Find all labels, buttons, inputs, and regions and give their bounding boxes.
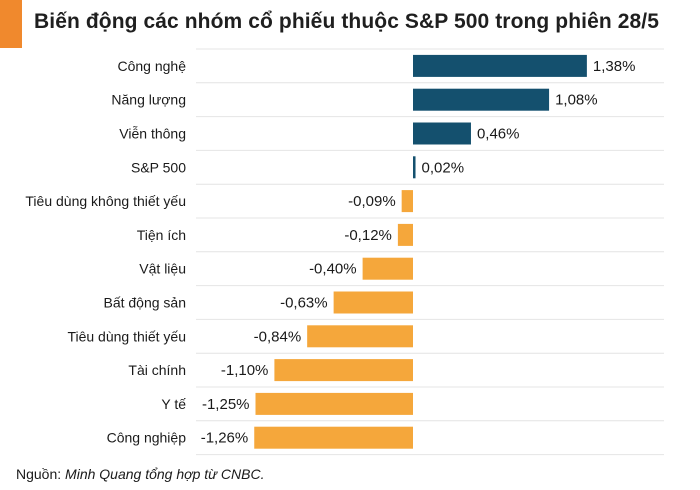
category-label: Tiêu dùng thiết yếu <box>67 328 186 344</box>
category-label: Tài chính <box>128 362 186 378</box>
data-label: -0,84% <box>254 328 302 345</box>
source-note: Nguồn: Minh Quang tổng hợp từ CNBC. <box>16 466 264 482</box>
bar <box>307 325 413 348</box>
data-label: -1,25% <box>202 396 250 413</box>
source-text: Minh Quang tổng hợp từ CNBC. <box>65 466 265 482</box>
data-label: -0,12% <box>344 227 392 244</box>
data-label: -0,40% <box>309 261 357 278</box>
bar <box>254 426 413 449</box>
category-label: Bất động sản <box>103 295 186 311</box>
category-label: Tiêu dùng không thiết yếu <box>25 193 186 209</box>
category-label: Năng lượng <box>111 92 186 108</box>
data-label: 0,46% <box>477 126 520 143</box>
bar <box>274 359 413 382</box>
data-label: 1,08% <box>555 92 598 109</box>
category-label: Y tế <box>161 396 186 412</box>
category-label: Công nghệ <box>117 58 186 74</box>
bar <box>397 223 413 246</box>
data-label: -1,10% <box>221 362 269 379</box>
category-label: Công nghiệp <box>107 430 187 446</box>
data-label: 1,38% <box>593 58 636 75</box>
data-label: -1,26% <box>201 430 249 447</box>
accent-block <box>0 0 22 48</box>
category-label: Tiện ích <box>137 227 186 243</box>
bar <box>413 156 416 179</box>
data-label: -0,09% <box>348 193 396 210</box>
bar <box>255 392 413 415</box>
chart-title: Biến động các nhóm cổ phiếu thuộc S&P 50… <box>34 10 660 33</box>
category-label: Vật liệu <box>139 261 186 277</box>
bar <box>413 122 471 145</box>
data-label: -0,63% <box>280 295 328 312</box>
bar <box>401 190 413 213</box>
category-label: Viễn thông <box>119 126 186 142</box>
bar <box>413 88 550 111</box>
bar <box>333 291 413 314</box>
source-prefix: Nguồn: <box>16 466 66 482</box>
data-label: 0,02% <box>422 159 465 176</box>
bar <box>362 257 413 280</box>
category-label: S&P 500 <box>131 159 186 175</box>
bar <box>413 54 587 77</box>
